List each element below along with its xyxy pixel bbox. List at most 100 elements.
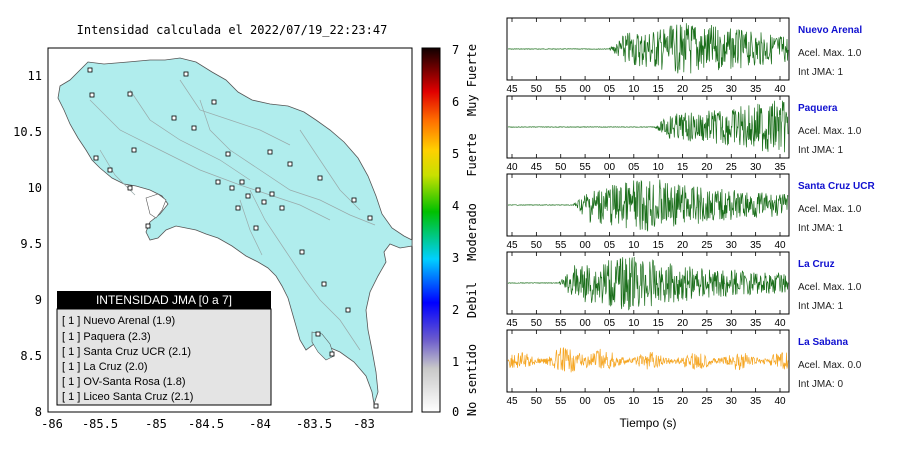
map-xticks: -86 -85.5 -85 -84.5 -84 -83.5 -83 bbox=[41, 417, 375, 431]
tick-label: 50 bbox=[531, 396, 543, 407]
xtick-label: -83.5 bbox=[296, 417, 332, 431]
tick-label: 20 bbox=[677, 84, 689, 95]
tick-label: 00 bbox=[604, 162, 616, 173]
station-name: La Cruz bbox=[798, 259, 835, 270]
jma-intensity: Int JMA: 0 bbox=[798, 379, 843, 390]
tick-label: 05 bbox=[604, 396, 616, 407]
osa-peninsula bbox=[311, 331, 335, 361]
xtick-label: -84.5 bbox=[188, 417, 224, 431]
tick-label: 45 bbox=[506, 396, 518, 407]
tick-label: 00 bbox=[580, 84, 592, 95]
panel-frame bbox=[506, 329, 790, 393]
tick-label: 55 bbox=[555, 84, 567, 95]
tick-label: 40 bbox=[774, 396, 786, 407]
colorbar-label: No sentido bbox=[465, 344, 479, 416]
tick-label: 05 bbox=[628, 162, 640, 173]
tick-label: 25 bbox=[701, 240, 713, 251]
tick-label: 45 bbox=[506, 84, 518, 95]
accel-max: Acel. Max. 1.0 bbox=[798, 204, 862, 215]
tick-label: 15 bbox=[653, 396, 665, 407]
xtick-label: -86 bbox=[41, 417, 63, 431]
tick-label: 20 bbox=[677, 318, 689, 329]
colorbar-label: Fuerte bbox=[465, 133, 479, 176]
tick-label: 40 bbox=[506, 162, 518, 173]
colorbar-label: Moderado bbox=[465, 203, 479, 261]
tick-label: 10 bbox=[628, 318, 640, 329]
tick-label: 10 bbox=[628, 240, 640, 251]
accel-max: Acel. Max. 1.0 bbox=[798, 126, 862, 137]
tick-label: 15 bbox=[677, 162, 689, 173]
waveform-panel: 45 50 55 00 05 10 15 20 25 30 35 40 Santa Cruz UCR Ac… bbox=[506, 173, 875, 251]
colorbar-tick: 7 bbox=[452, 43, 459, 57]
legend-item: [ 1 ] Nuevo Arenal (1.9) bbox=[62, 315, 175, 327]
ytick-label: 9 bbox=[35, 293, 42, 307]
jma-intensity: Int JMA: 1 bbox=[798, 223, 843, 234]
colorbar-tick: 5 bbox=[452, 147, 459, 161]
tick-label: 55 bbox=[555, 240, 567, 251]
colorbar-label: Muy Fuerte bbox=[465, 44, 479, 116]
tick-label: 00 bbox=[580, 240, 592, 251]
waveform-trace bbox=[507, 100, 789, 153]
map-panel: -86 -85.5 -85 -84.5 -84 -83.5 -83 11 10.… bbox=[13, 47, 413, 431]
tick-label: 50 bbox=[531, 84, 543, 95]
legend-item: [ 1 ] Paquera (2.3) bbox=[62, 331, 151, 343]
legend-header-bg bbox=[57, 291, 271, 309]
tick-label: 30 bbox=[750, 162, 762, 173]
tick-label: 05 bbox=[604, 240, 616, 251]
tick-label: 05 bbox=[604, 84, 616, 95]
station-markers bbox=[87, 67, 379, 409]
costa-rica-land bbox=[57, 57, 413, 405]
tick-label: 40 bbox=[774, 84, 786, 95]
waveform-panel: 45 50 55 00 05 10 15 20 25 30 35 40 La Cruz Acel. Max… bbox=[506, 251, 862, 329]
waveform-trace bbox=[507, 347, 789, 373]
waveform-trace bbox=[507, 256, 789, 311]
tick-label: 50 bbox=[531, 318, 543, 329]
station-name: La Sabana bbox=[798, 337, 848, 348]
tick-label: 10 bbox=[628, 84, 640, 95]
tick-label: 55 bbox=[555, 318, 567, 329]
tick-label: 05 bbox=[604, 318, 616, 329]
tick-label: 50 bbox=[555, 162, 567, 173]
colorbar-tick: 6 bbox=[452, 95, 459, 109]
tick-label: 40 bbox=[774, 240, 786, 251]
tick-label: 40 bbox=[774, 318, 786, 329]
ytick-label: 10 bbox=[28, 181, 42, 195]
tick-label: 35 bbox=[750, 84, 762, 95]
legend-item: [ 1 ] OV-Santa Rosa (1.8) bbox=[62, 376, 186, 388]
ytick-label: 11 bbox=[28, 69, 42, 83]
colorbar-gradient bbox=[421, 47, 441, 413]
tick-label: 15 bbox=[653, 84, 665, 95]
tick-label: 25 bbox=[726, 162, 738, 173]
xtick-label: -85 bbox=[145, 417, 167, 431]
colorbar-tick: 1 bbox=[452, 355, 459, 369]
xtick-label: -84 bbox=[249, 417, 271, 431]
tick-label: 55 bbox=[580, 162, 592, 173]
tick-label: 30 bbox=[726, 84, 738, 95]
tick-label: 35 bbox=[750, 240, 762, 251]
tick-label: 25 bbox=[701, 84, 713, 95]
accel-max: Acel. Max. 1.0 bbox=[798, 48, 862, 59]
jma-intensity: Int JMA: 1 bbox=[798, 145, 843, 156]
tick-label: 30 bbox=[726, 318, 738, 329]
colorbar-tick: 0 bbox=[452, 405, 459, 419]
ytick-label: 8 bbox=[35, 405, 42, 419]
waveform-trace bbox=[508, 179, 789, 232]
intensity-legend: INTENSIDAD JMA [0 a 7] [ 1 ] Nuevo Arena… bbox=[56, 291, 272, 406]
tick-label: 30 bbox=[726, 396, 738, 407]
colorbar: 7 6 5 4 3 2 1 0 Muy Fuerte Fuerte Modera… bbox=[421, 43, 479, 419]
legend-item: [ 1 ] Santa Cruz UCR (2.1) bbox=[62, 346, 191, 358]
legend-title: INTENSIDAD JMA [0 a 7] bbox=[96, 293, 232, 307]
colorbar-label: Debil bbox=[465, 282, 479, 318]
tick-label: 25 bbox=[701, 396, 713, 407]
colorbar-tick: 2 bbox=[452, 303, 459, 317]
tick-label: 00 bbox=[580, 318, 592, 329]
tick-label: 20 bbox=[677, 396, 689, 407]
tick-label: 55 bbox=[555, 396, 567, 407]
tick-label: 35 bbox=[750, 396, 762, 407]
legend-body bbox=[56, 308, 272, 406]
colorbar-tick: 3 bbox=[452, 251, 459, 265]
station-name: Nuevo Arenal bbox=[798, 25, 862, 36]
waveform-panel: 45 50 55 00 05 10 15 20 25 30 35 40 Nuevo Arenal Acel… bbox=[506, 17, 862, 95]
waveform-panel: 45 50 55 00 05 10 15 20 25 30 35 40 La Sabana Acel. M… bbox=[506, 329, 862, 407]
tick-label: 45 bbox=[506, 240, 518, 251]
